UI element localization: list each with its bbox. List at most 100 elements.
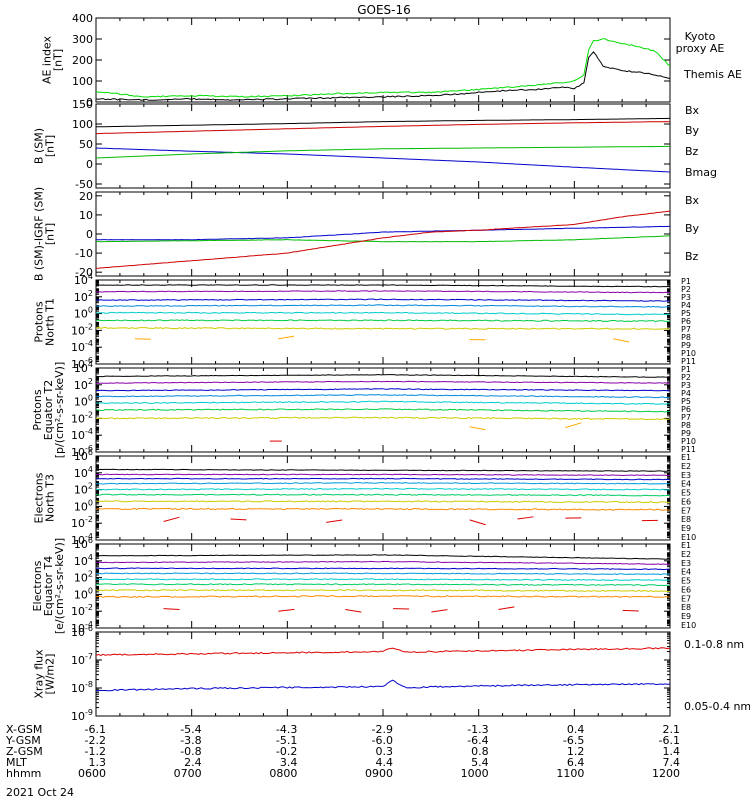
orbit-row-label: Y-GSM (5, 734, 41, 747)
legend-p5: P5 (681, 397, 691, 406)
legend-e8: E8 (681, 603, 691, 612)
legend-bx: Bx (685, 194, 700, 207)
y-axis-label: [nT] (44, 223, 57, 245)
orbit-value: 1100 (556, 767, 584, 780)
series-line-0-1-0-8-nm (96, 647, 670, 657)
orbit-value: 0600 (78, 767, 106, 780)
orbit-value: 0900 (365, 767, 393, 780)
legend-bz: Bz (685, 145, 699, 158)
series-line-p4 (96, 393, 670, 399)
legend-themis-ae: Themis AE (683, 68, 742, 81)
legend-e3: E3 (681, 559, 691, 568)
orbit-value: -2.2 (85, 734, 106, 747)
series-line-e4 (96, 572, 670, 576)
legend-p8: P8 (681, 421, 691, 430)
orbit-value: -3.8 (180, 734, 201, 747)
y-tick-label: -50 (75, 178, 93, 191)
y-tick-label: 104 (74, 272, 93, 287)
orbit-value: 2.1 (663, 723, 681, 736)
legend-p3: P3 (681, 293, 691, 302)
legend-e6: E6 (681, 585, 691, 594)
series-line-p7 (96, 416, 670, 421)
legend-p5: P5 (681, 309, 691, 318)
legend-kyoto-proxy-ae: Kyoto (685, 30, 716, 43)
series-line-e9 (230, 518, 247, 521)
y-tick-label: 102 (74, 289, 93, 304)
series-line-p1 (96, 373, 670, 378)
series-line-e9 (278, 608, 295, 612)
series-line-e1 (96, 554, 670, 560)
series-line-bx (96, 147, 670, 173)
legend-e1: E1 (681, 541, 691, 550)
orbit-value: 3.4 (280, 756, 298, 769)
y-tick-label: 10-2 (71, 515, 93, 530)
legend-e7: E7 (681, 506, 691, 515)
y-tick-label: 200 (72, 54, 93, 67)
orbit-value: 4.4 (376, 756, 394, 769)
legend-e4: E4 (681, 480, 691, 489)
panel-frame (95, 17, 671, 103)
legend-bz: Bz (685, 250, 699, 263)
orbit-value: 0700 (174, 767, 202, 780)
legend-p2: P2 (681, 285, 691, 294)
orbit-value: -4.3 (276, 723, 297, 736)
y-tick-label: 300 (72, 33, 93, 46)
orbit-row-label: X-GSM (6, 723, 42, 736)
series-line-e5 (96, 578, 670, 581)
series-line-e9 (163, 608, 180, 611)
series-line-e4 (96, 481, 670, 485)
orbit-value: -0.2 (276, 745, 297, 758)
y-tick-label: 20 (79, 190, 93, 203)
y-tick-label: 10-9 (71, 708, 93, 723)
y-tick-label: 10-4 (71, 339, 93, 354)
y-axis-label: Electrons (31, 560, 44, 611)
orbit-row-label: Z-GSM (6, 745, 43, 758)
orbit-value: -6.1 (659, 734, 680, 747)
plot-title: GOES-16 (357, 3, 411, 17)
legend-p6: P6 (681, 317, 691, 326)
series-line-bmag (96, 117, 670, 128)
legend-p9: P9 (681, 429, 691, 438)
orbit-value: 6.4 (567, 756, 585, 769)
series-line-e9 (163, 516, 180, 523)
orbit-value: 0.3 (376, 745, 394, 758)
orbit-value: -5.1 (276, 734, 297, 747)
y-axis-label: [e/(cm²-s-sr-keV)] (53, 538, 66, 634)
panel-frame (95, 631, 671, 717)
orbit-table: X-GSM -6.1 -5.4 -4.3 -2.9 -1.3 0.4 2.1 Y-GSM -2.2… (5, 723, 680, 780)
legend-p2: P2 (681, 373, 691, 382)
orbit-value: -1.2 (85, 745, 106, 758)
legend-0-05-0-4-nm: 0.05-0.4 nm (684, 700, 750, 713)
y-tick-label: 104 (74, 465, 93, 480)
orbit-value: 0800 (269, 767, 297, 780)
legend-e9: E9 (681, 524, 691, 533)
series-line-p8 (469, 426, 486, 431)
series-line-p5 (96, 400, 670, 405)
panel-2: -50 0 50 100 150 B (SM)[nT] Bx By Bz Bmag (33, 98, 718, 191)
y-tick-label: 50 (79, 138, 93, 151)
y-tick-label: 10-2 (71, 603, 93, 618)
y-axis-label: B (SM) (33, 128, 46, 164)
legend-e7: E7 (681, 594, 691, 603)
legend-by: By (685, 222, 700, 235)
y-tick-label: 102 (74, 482, 93, 497)
y-tick-label: 10-6 (71, 624, 93, 639)
series-line-e3 (96, 477, 670, 481)
date-label: 2021 Oct 24 (6, 786, 74, 799)
legend-p6: P6 (681, 405, 691, 414)
series-line-p6 (96, 408, 670, 413)
legend-p4: P4 (681, 389, 691, 398)
series-line-p8 (278, 335, 295, 340)
legend-bx: Bx (685, 104, 700, 117)
series-line-p2 (96, 290, 670, 294)
y-axis-label: [W/m2] (44, 654, 57, 695)
series-line-e6 (96, 583, 670, 587)
legend-kyoto-proxy-ae: proxy AE (676, 42, 725, 55)
y-tick-label: 100 (74, 498, 93, 513)
legend-e2: E2 (681, 550, 691, 559)
legend-p1: P1 (681, 365, 691, 374)
y-tick-label: 102 (74, 570, 93, 585)
legend-p11: P11 (681, 357, 696, 366)
